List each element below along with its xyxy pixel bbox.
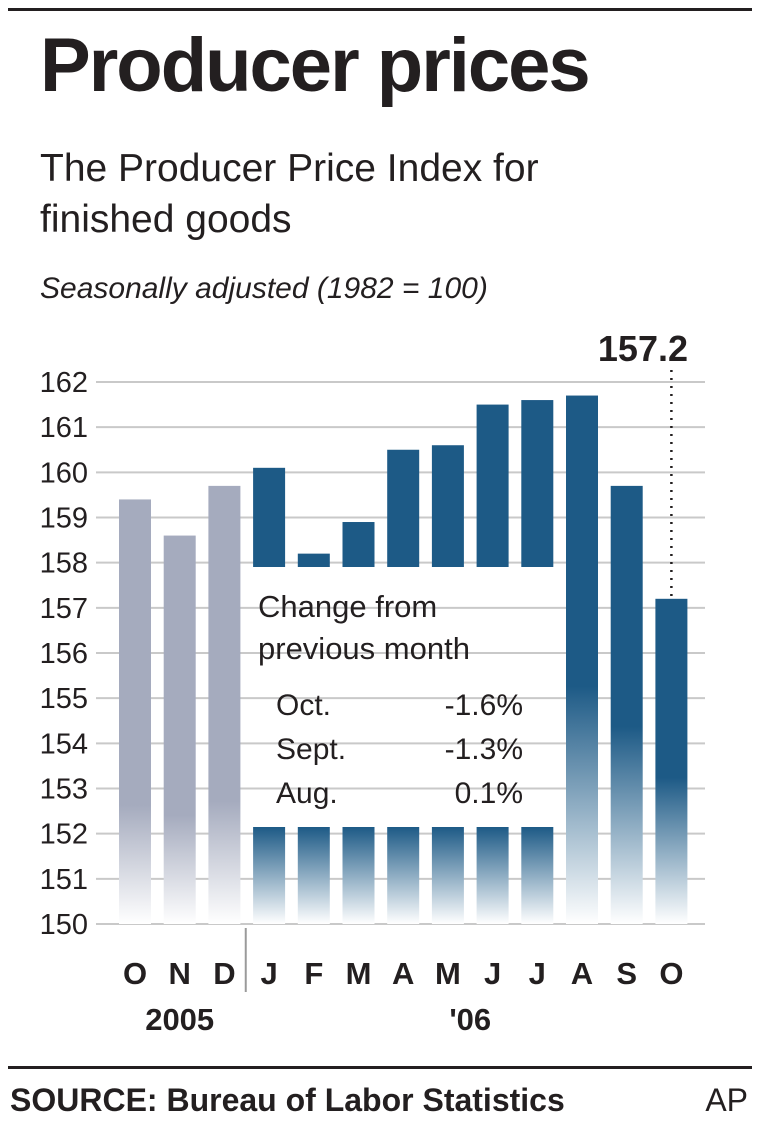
inset-month-aug: Aug.	[276, 777, 338, 810]
bars	[119, 395, 688, 992]
x-tick-label: F	[304, 956, 323, 991]
y-tick-label: 160	[40, 457, 88, 489]
y-tick-label: 158	[40, 548, 88, 580]
x-tick-label: J	[484, 956, 501, 991]
bar	[476, 404, 509, 567]
x-tick-label: A	[392, 956, 414, 991]
y-tick-label: 152	[40, 819, 88, 851]
bar-base	[342, 827, 375, 924]
inset-title-line-1: Change from	[258, 589, 437, 624]
x-tick-label: A	[571, 956, 593, 991]
credit: AP	[705, 1082, 748, 1118]
bar-base	[431, 827, 464, 924]
chart-subtitle: The Producer Price Index for finished go…	[40, 147, 539, 241]
y-axis-ticks: 150 151 152 153 154 155 156 157 158 159 160 161 162	[40, 367, 88, 941]
bar	[119, 499, 151, 924]
inset-month-sept: Sept.	[276, 733, 346, 766]
x-tick-label: M	[435, 956, 461, 991]
x-tick-label: N	[169, 956, 191, 991]
y-tick-label: 157	[40, 593, 88, 625]
bar	[431, 445, 464, 567]
inset-value-aug: 0.1%	[455, 777, 523, 810]
inset-title-line-2: previous month	[258, 631, 470, 666]
change-inset: Change from previous month Oct. -1.6% Se…	[258, 589, 523, 810]
x-tick-label: D	[213, 956, 235, 991]
bar	[566, 395, 598, 924]
x-tick-label: M	[346, 956, 372, 991]
bar	[655, 598, 688, 924]
y-tick-label: 155	[40, 683, 88, 715]
bar	[253, 467, 286, 567]
x-tick-label: S	[616, 956, 637, 991]
bar	[521, 400, 554, 567]
y-tick-label: 159	[40, 503, 88, 535]
bar-base	[521, 827, 554, 924]
bar-base	[387, 827, 420, 924]
y-tick-label: 150	[40, 909, 88, 941]
year-label: 2005	[145, 1002, 214, 1037]
inset-value-oct: -1.6%	[445, 689, 523, 722]
x-tick-label: J	[529, 956, 546, 991]
value-annotation: 157.2	[598, 328, 688, 599]
y-tick-label: 154	[40, 728, 88, 760]
bar-base	[253, 827, 286, 924]
inset-month-oct: Oct.	[276, 689, 331, 722]
y-tick-label: 151	[40, 864, 88, 896]
chart-title: Producer prices	[40, 23, 591, 108]
bar	[297, 553, 330, 567]
inset-value-sept: -1.3%	[445, 733, 523, 766]
year-label: '06	[449, 1002, 491, 1037]
bar-base	[297, 827, 330, 924]
source-note: SOURCE: Bureau of Labor Statistics	[10, 1082, 565, 1118]
bar	[163, 535, 196, 924]
top-rule	[8, 8, 752, 11]
x-tick-label: J	[260, 956, 277, 991]
bar	[208, 485, 241, 924]
y-tick-label: 153	[40, 774, 88, 806]
chart-note: Seasonally adjusted (1982 = 100)	[40, 272, 488, 305]
bar	[610, 485, 643, 924]
bar	[387, 449, 420, 567]
y-tick-label: 161	[40, 412, 88, 444]
bottom-rule	[8, 1066, 752, 1069]
bar-chart: 150151152153154155156157158159160161162 …	[40, 328, 705, 1037]
y-tick-label: 162	[40, 367, 88, 399]
y-tick-label: 156	[40, 638, 88, 670]
x-tick-label: O	[123, 956, 147, 991]
x-tick-label: O	[659, 956, 683, 991]
highlight-value-label: 157.2	[598, 328, 688, 369]
bar-base	[476, 827, 509, 924]
bar	[342, 522, 375, 567]
